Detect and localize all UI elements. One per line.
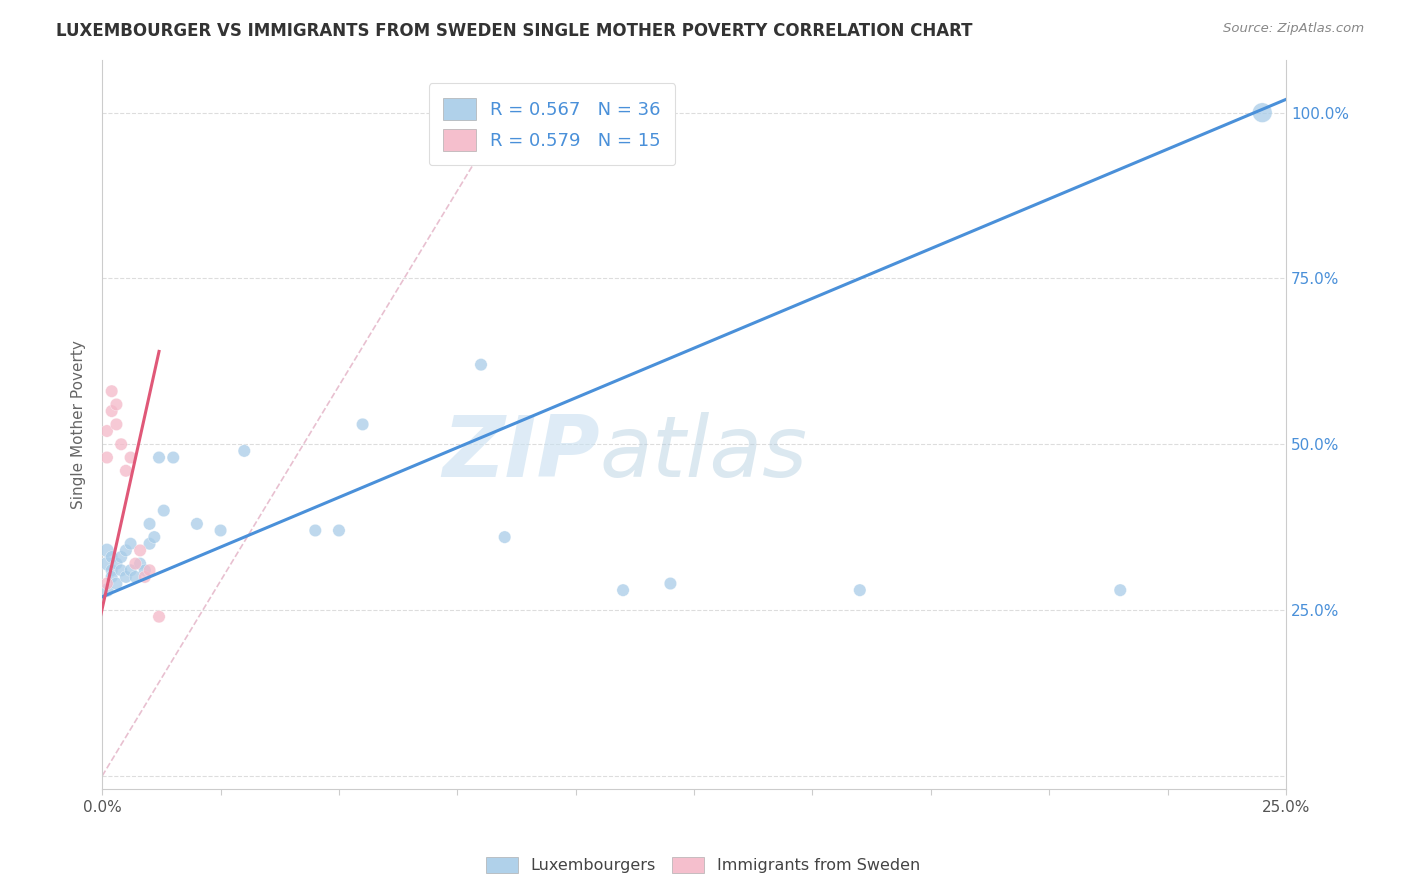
Point (100, 384, 122, 399)
Point (96, 543, 118, 558)
Point (328, 524, 350, 538)
Point (494, 530, 516, 544)
Point (110, 563, 132, 577)
Point (96, 557, 118, 571)
Text: Source: ZipAtlas.com: Source: ZipAtlas.com (1223, 22, 1364, 36)
Point (143, 530, 166, 544)
Point (849, 583, 872, 598)
Point (115, 464, 138, 478)
Point (110, 549, 132, 564)
Point (134, 570, 156, 584)
Point (134, 563, 156, 577)
Point (120, 563, 142, 577)
Point (138, 563, 160, 577)
Point (233, 443, 256, 458)
Point (100, 549, 122, 564)
Point (186, 516, 208, 531)
Point (138, 516, 160, 531)
Point (129, 543, 152, 558)
Point (129, 557, 152, 571)
Point (124, 570, 146, 584)
Legend: Luxembourgers, Immigrants from Sweden: Luxembourgers, Immigrants from Sweden (479, 850, 927, 880)
Point (100, 404, 122, 418)
Text: ZIP: ZIP (441, 412, 599, 495)
Point (1251, 105, 1274, 120)
Point (148, 450, 170, 465)
Text: atlas: atlas (599, 412, 807, 495)
Point (1109, 583, 1132, 598)
Point (96, 450, 118, 465)
Legend: R = 0.567   N = 36, R = 0.579   N = 15: R = 0.567 N = 36, R = 0.579 N = 15 (429, 83, 675, 165)
Point (105, 576, 128, 591)
Y-axis label: Single Mother Poverty: Single Mother Poverty (72, 340, 86, 508)
Point (115, 570, 138, 584)
Point (659, 576, 682, 591)
Point (115, 543, 138, 558)
Point (100, 563, 122, 577)
Point (470, 358, 492, 372)
Point (124, 557, 146, 571)
Point (105, 397, 128, 411)
Point (612, 583, 634, 598)
Point (148, 609, 170, 624)
Point (304, 524, 326, 538)
Point (96, 424, 118, 438)
Point (96, 583, 118, 598)
Point (110, 437, 132, 451)
Point (209, 524, 232, 538)
Point (105, 417, 128, 432)
Point (352, 417, 374, 432)
Point (152, 503, 174, 517)
Point (96, 576, 118, 591)
Point (120, 450, 142, 465)
Point (138, 537, 160, 551)
Point (105, 557, 128, 571)
Text: LUXEMBOURGER VS IMMIGRANTS FROM SWEDEN SINGLE MOTHER POVERTY CORRELATION CHART: LUXEMBOURGER VS IMMIGRANTS FROM SWEDEN S… (56, 22, 973, 40)
Point (120, 537, 142, 551)
Point (162, 450, 184, 465)
Point (100, 570, 122, 584)
